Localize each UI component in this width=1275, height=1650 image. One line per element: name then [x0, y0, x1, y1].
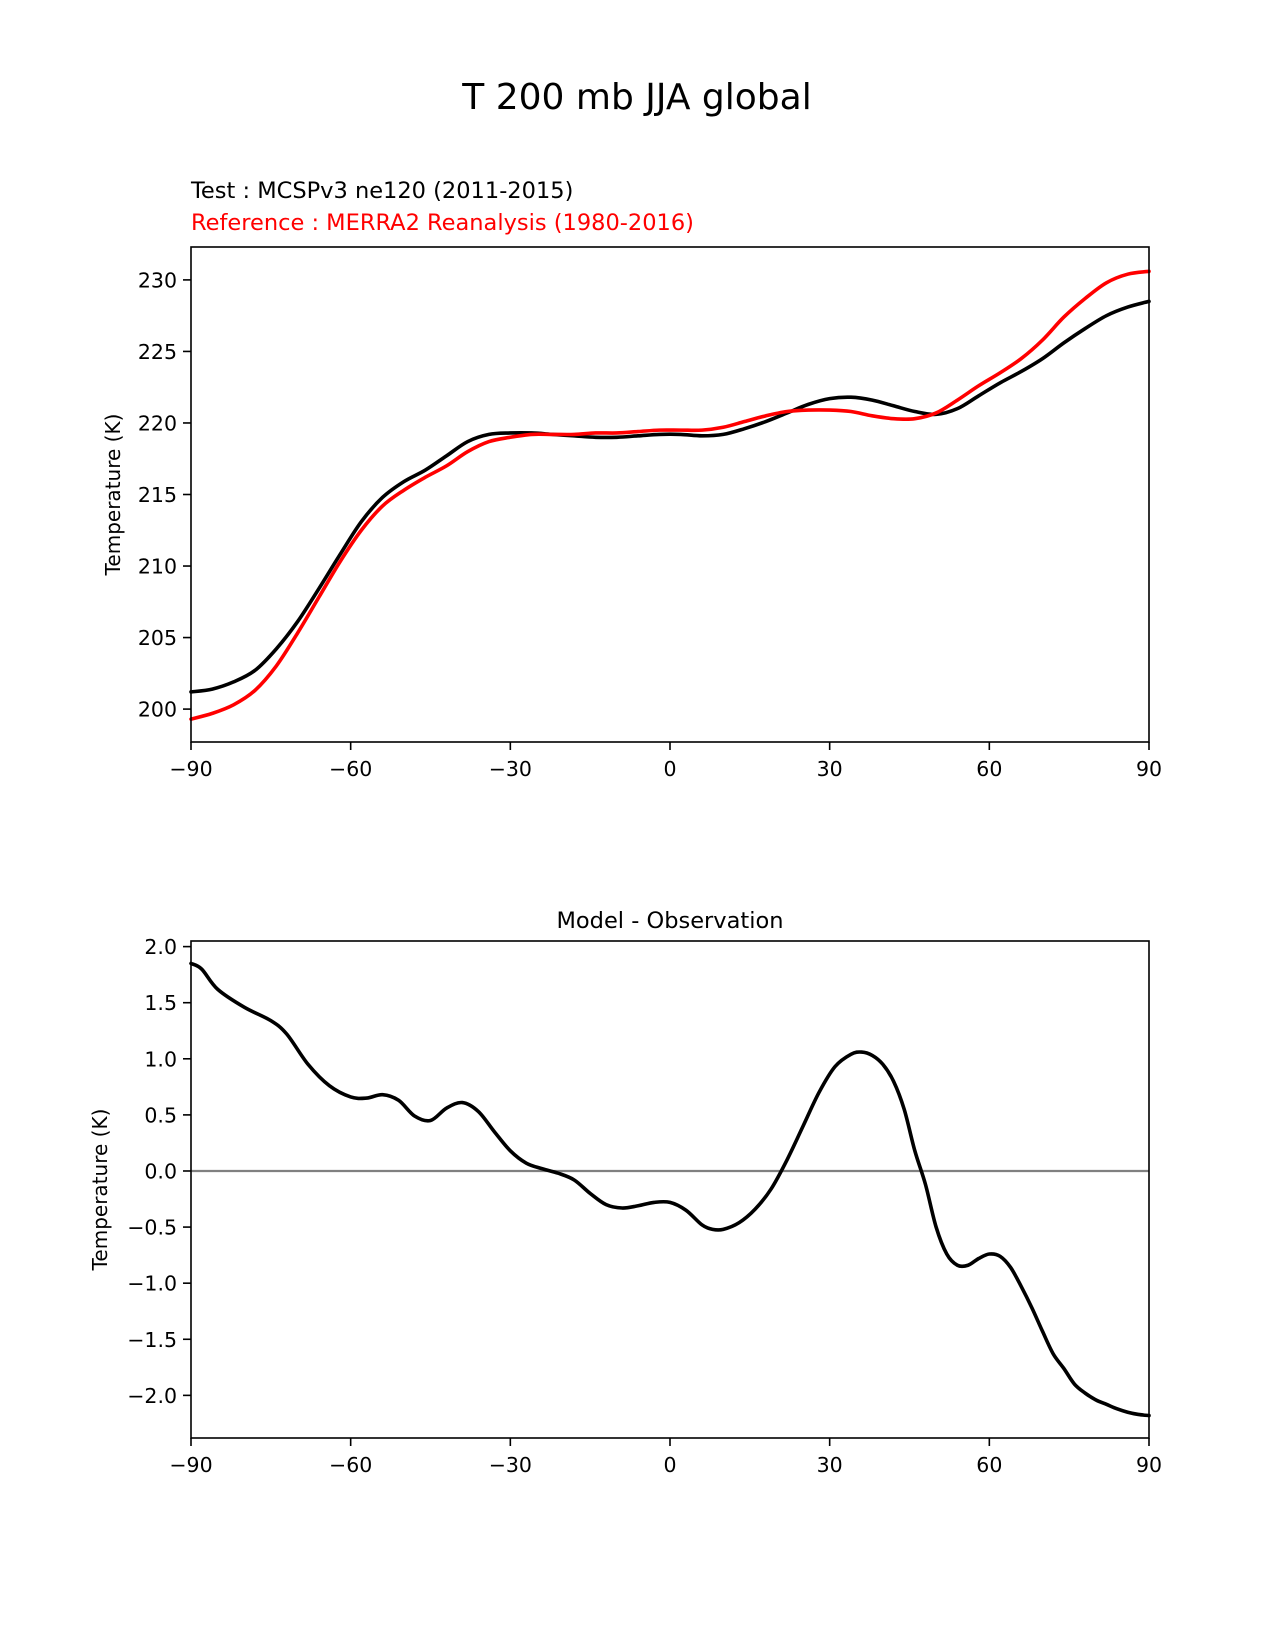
top-x-tick-label: −30 — [489, 757, 532, 781]
bottom-y-tick-label: −1.5 — [127, 1328, 177, 1352]
bottom-x-tick-label: 30 — [817, 1453, 843, 1477]
top-x-tick-label: −60 — [329, 757, 372, 781]
bottom-x-tick-label: 60 — [976, 1453, 1002, 1477]
bottom-x-tick-label: 90 — [1136, 1453, 1162, 1477]
bottom-x-tick-label: −60 — [329, 1453, 372, 1477]
bottom-y-axis-label: Temperature (K) — [88, 1109, 112, 1272]
top-plot-frame — [190, 246, 1150, 743]
bottom-plot-frame — [190, 940, 1150, 1439]
test-label: Test : MCSPv3 ne120 (2011-2015) — [190, 178, 573, 204]
bottom-axis-ticks: −90 −60 −30 0 30 60 90 2.0 1.5 1.0 0.5 0.0 −0.5 −1.0 −… — [127, 935, 1162, 1477]
top-x-tick-label: 60 — [976, 757, 1002, 781]
bottom-x-tick-label: −30 — [489, 1453, 532, 1477]
figure-suptitle: T 200 mb JJA global — [461, 77, 811, 118]
top-y-tick-label: 205 — [138, 626, 177, 650]
top-y-tick-label: 200 — [138, 698, 177, 722]
top-x-tick-label: 30 — [817, 757, 843, 781]
bottom-y-tick-label: 2.0 — [144, 935, 177, 959]
top-series — [189, 269, 1151, 721]
bottom-y-tick-label: −1.0 — [127, 1272, 177, 1296]
reference-series-line — [189, 269, 1151, 721]
bottom-title: Model - Observation — [557, 908, 784, 934]
bottom-y-tick-label: 0.5 — [144, 1103, 177, 1127]
bottom-y-tick-label: −2.0 — [127, 1384, 177, 1408]
bottom-panel: Model - Observation −90 −60 −30 0 30 60 90 2.0 1… — [88, 908, 1162, 1477]
bottom-y-tick-label: 0.0 — [144, 1159, 177, 1183]
bottom-y-tick-label: 1.5 — [144, 991, 177, 1015]
bottom-y-tick-label: 1.0 — [144, 1047, 177, 1071]
top-panel: Test : MCSPv3 ne120 (2011-2015) Referenc… — [101, 178, 1162, 781]
bottom-x-tick-label: −90 — [169, 1453, 212, 1477]
difference-line — [189, 961, 1151, 1418]
top-axis-ticks: −90 −60 −30 0 30 60 90 200 205 210 215 220 225 230 — [138, 268, 1162, 781]
top-x-tick-label: 0 — [663, 757, 676, 781]
test-series-line — [189, 299, 1151, 694]
bottom-x-tick-label: 0 — [663, 1453, 676, 1477]
top-y-tick-label: 230 — [138, 268, 177, 292]
reference-label: Reference : MERRA2 Reanalysis (1980-2016… — [191, 210, 694, 236]
top-y-axis-label: Temperature (K) — [101, 414, 125, 577]
top-x-tick-label: −90 — [169, 757, 212, 781]
top-x-tick-label: 90 — [1136, 757, 1162, 781]
top-y-tick-label: 210 — [138, 555, 177, 579]
top-y-tick-label: 220 — [138, 411, 177, 435]
bottom-y-tick-label: −0.5 — [127, 1216, 177, 1240]
top-y-tick-label: 225 — [138, 340, 177, 364]
bottom-series — [189, 961, 1151, 1418]
top-y-tick-label: 215 — [138, 483, 177, 507]
